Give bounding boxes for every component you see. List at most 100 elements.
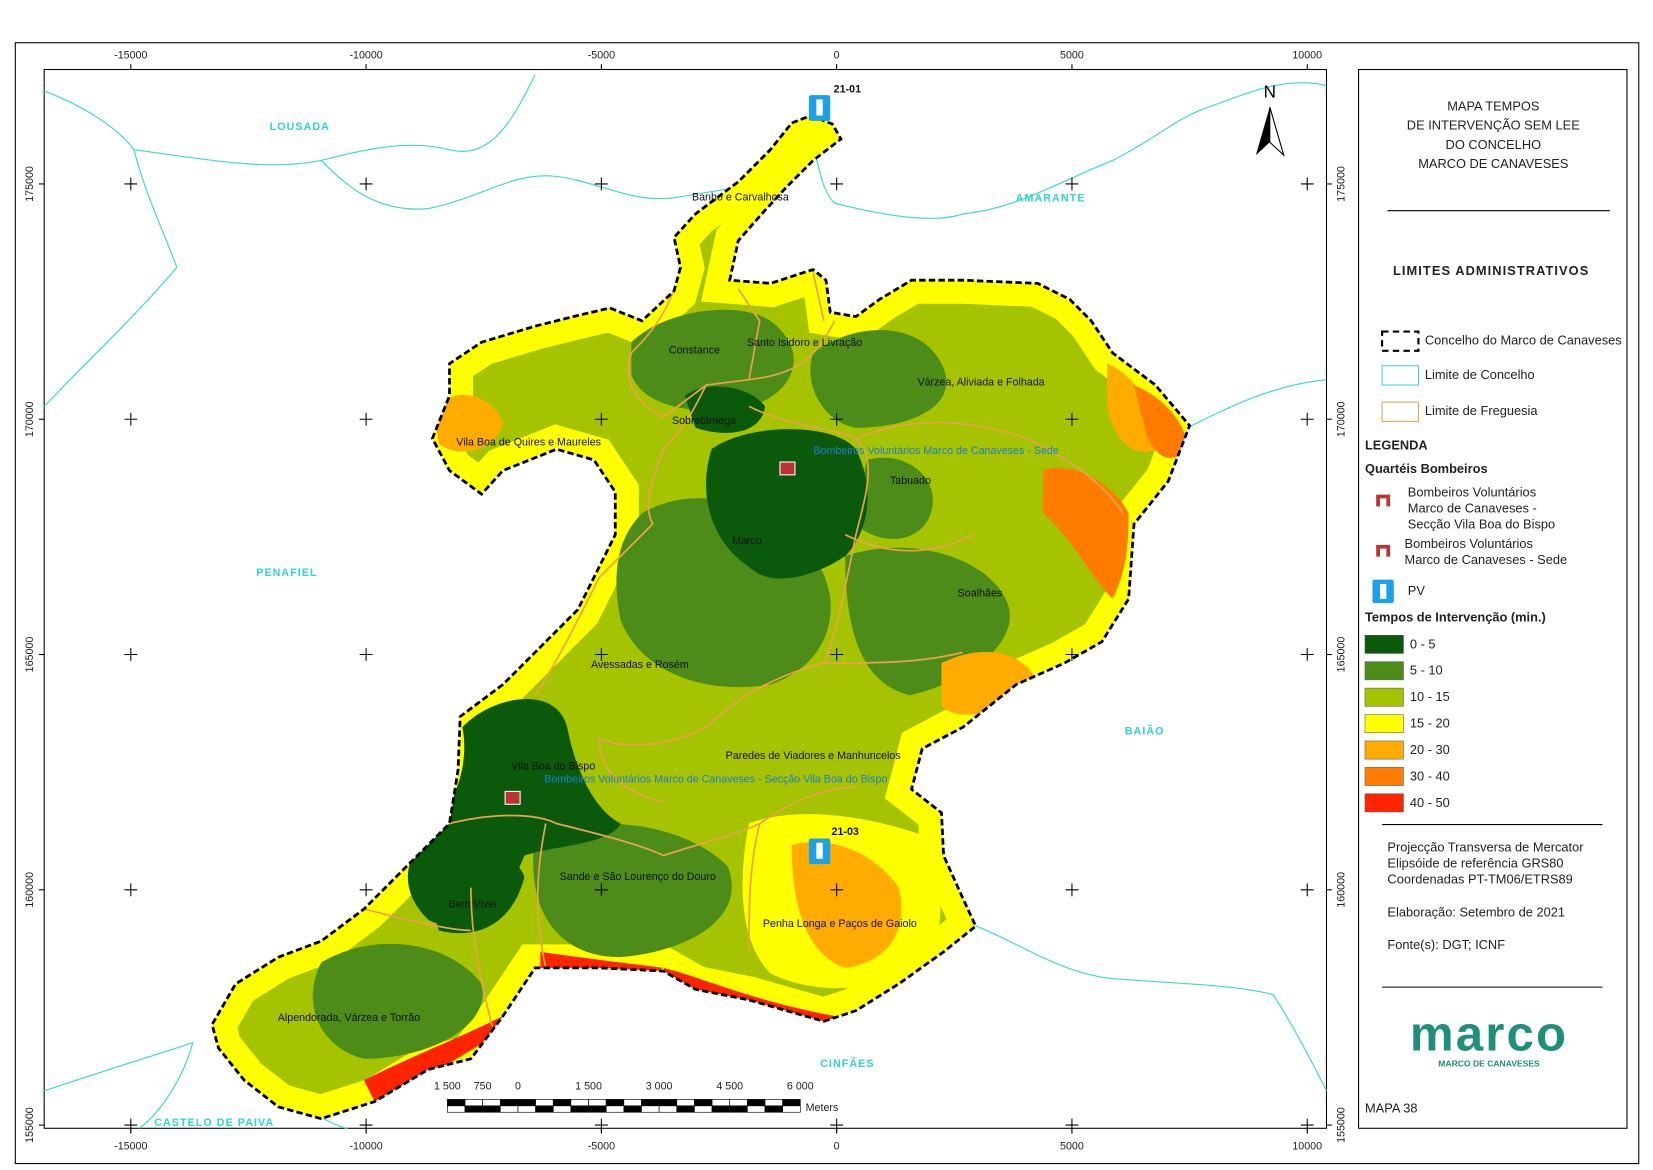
parish-label: Penha Longa e Paços de Gaiolo (763, 918, 917, 930)
scale-label: 0 (515, 1080, 521, 1092)
class-swatch (1364, 740, 1404, 760)
municipality-label: PENAFIEL (256, 567, 317, 579)
zone (684, 386, 766, 433)
station-line: Marco de Canaveses - (1408, 500, 1537, 515)
grid-cross (1065, 883, 1079, 897)
scale-cell (464, 1105, 483, 1113)
grid-cross (359, 1118, 373, 1132)
grid-cross (359, 177, 373, 191)
scale-cell (711, 1105, 731, 1113)
grid-cross (830, 648, 844, 661)
grid-cross (1300, 883, 1314, 897)
municipality-label: CASTELO DE PAIVA (154, 1117, 274, 1129)
grid-y-label: 165000 (1335, 637, 1347, 673)
note: Elaboração: Setembro de 2021 (1387, 905, 1565, 920)
logo: marco (1410, 1006, 1568, 1061)
scale-cell (535, 1105, 554, 1113)
municipality-label: LOUSADA (270, 121, 330, 133)
parish-boundaries (363, 272, 1124, 1027)
municipality-label: BAIÃO (1125, 724, 1165, 737)
scale-cell (782, 1099, 801, 1107)
zone (363, 1015, 503, 1102)
scale-cell (588, 1105, 607, 1113)
station-line: Secção Vila Boa do Bispo (1408, 517, 1555, 532)
parish-label: Soalhães (958, 587, 1003, 599)
scale-label: 1 500 (434, 1080, 461, 1092)
zone (533, 823, 732, 958)
scale-cell (623, 1105, 642, 1113)
scale-cell (447, 1105, 466, 1113)
station-marker (504, 790, 521, 805)
note: Projecção Transversa de Mercator (1387, 839, 1584, 854)
scale-cell (764, 1099, 783, 1107)
grid-cross (830, 412, 844, 426)
intervention-time-zones (212, 115, 1190, 1119)
scale-unit: Meters (806, 1102, 839, 1114)
limit-item: Limite de Freguesia (1425, 403, 1539, 418)
grid-cross (1300, 1118, 1314, 1132)
pv-label: PV (1408, 583, 1426, 598)
pv-icon (1372, 579, 1394, 604)
scale-cell (764, 1105, 783, 1113)
station-line: Marco de Canaveses - Sede (1405, 552, 1568, 567)
grid-x-label: -15000 (114, 1140, 147, 1152)
scale-label: 6 000 (787, 1080, 814, 1092)
zone (855, 457, 933, 539)
grid-cross (594, 412, 608, 426)
parish-label: Paredes de Viadores e Manhuncelos (726, 750, 901, 762)
pv-marker-inner (816, 99, 823, 116)
grid-cross (124, 177, 138, 191)
station-marker (779, 461, 796, 476)
scale-cell (747, 1105, 766, 1113)
grid-y-label: 155000 (1335, 1107, 1347, 1143)
parish-label: Vila Boa de Quires e Maureles (456, 437, 601, 449)
legend-swatch (1381, 401, 1419, 422)
grid-cross (594, 177, 608, 191)
class-label: 15 - 20 (1410, 716, 1450, 731)
pv-marker-inner (816, 842, 823, 859)
parish-label: Tabuado (890, 475, 931, 487)
zone (312, 943, 483, 1059)
scale-cell (482, 1105, 501, 1113)
grid-y-label: 175000 (1335, 166, 1347, 202)
grid-cross (124, 883, 138, 897)
scale-cell (517, 1099, 536, 1107)
grid-y-label: 160000 (1335, 872, 1347, 908)
class-label: 30 - 40 (1410, 768, 1450, 783)
legend-swatch (1381, 330, 1420, 352)
scale-cell (570, 1105, 589, 1113)
scale-cell (641, 1099, 660, 1107)
class-label: 10 - 15 (1410, 689, 1450, 704)
grid-y-label: 155000 (24, 1107, 36, 1143)
municipal-boundaries (43, 74, 1328, 1129)
parish-label: Sobretâmega (672, 415, 736, 427)
scale-cell (623, 1099, 642, 1107)
parish-label: Bem Viver (448, 899, 498, 911)
note: Fonte(s): DGT; ICNF (1387, 937, 1505, 952)
parish-label: Várzea, Aliviada e Folhada (917, 377, 1044, 389)
grid-x-label: -5000 (588, 1140, 615, 1152)
title-line: MAPA TEMPOS (1447, 98, 1539, 113)
grid-x-label: 5000 (1060, 49, 1084, 61)
scale-cell (570, 1099, 589, 1107)
grid-cross (359, 648, 373, 661)
grid-cross (1065, 412, 1079, 426)
class-swatch (1364, 661, 1404, 681)
scale-cell (552, 1099, 572, 1107)
grid-cross (594, 883, 608, 897)
parish-label: Sande e São Lourenço do Douro (560, 871, 716, 883)
class-label: 5 - 10 (1410, 663, 1443, 678)
scale-cell (694, 1099, 713, 1107)
council-boundary (210, 114, 1192, 1121)
scale-cell (552, 1105, 572, 1113)
grid-x-label: 5000 (1060, 1140, 1084, 1152)
scale-label: 1 500 (575, 1080, 602, 1092)
scale-label: 4 500 (716, 1080, 743, 1092)
zone (1043, 467, 1129, 599)
parish-label: Marco (732, 535, 762, 547)
class-swatch (1364, 793, 1404, 813)
grid-x-label: 10000 (1292, 1140, 1322, 1152)
grid-y-label: 170000 (1335, 401, 1347, 437)
grid-cross (124, 412, 138, 426)
grid-cross (594, 648, 608, 661)
